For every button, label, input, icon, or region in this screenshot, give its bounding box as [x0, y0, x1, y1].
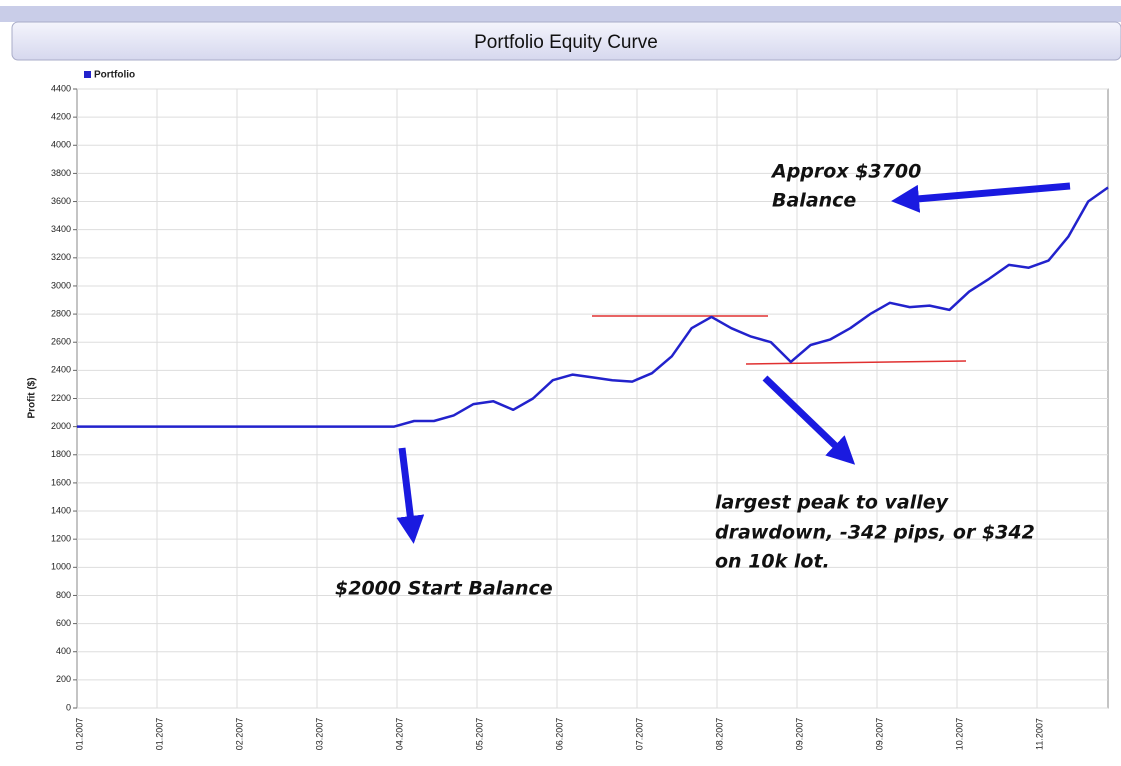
- y-tick-label: 1000: [51, 562, 71, 572]
- y-tick-label: 2600: [51, 337, 71, 347]
- y-tick-label: 0: [66, 702, 71, 712]
- annotation: $2000 Start Balance: [335, 578, 553, 600]
- x-tick-label: 11.2007: [1034, 718, 1044, 750]
- y-tick-label: 600: [56, 618, 71, 628]
- arrow: [762, 375, 856, 465]
- x-tick-label: 05.2007: [474, 718, 484, 751]
- annotation: Balance: [772, 190, 856, 212]
- y-tick-label: 3000: [51, 280, 71, 290]
- annotation: largest peak to valley: [715, 492, 950, 514]
- legend-label: Portfolio: [94, 70, 135, 81]
- legend-swatch: [84, 71, 91, 78]
- y-tick-label: 200: [56, 674, 71, 684]
- y-tick-label: 1200: [51, 534, 71, 544]
- y-tick-label: 4000: [51, 140, 71, 150]
- annotation: drawdown, -342 pips, or $342: [715, 522, 1035, 544]
- y-tick-label: 1400: [51, 505, 71, 515]
- x-tick-label: 01.2007: [74, 718, 84, 751]
- annotation: on 10k lot.: [715, 551, 830, 573]
- window-strip: [0, 6, 1121, 22]
- y-tick-label: 2000: [51, 421, 71, 431]
- y-tick-label: 3800: [51, 168, 71, 178]
- x-tick-label: 02.2007: [234, 718, 244, 751]
- y-tick-label: 2400: [51, 365, 71, 375]
- y-tick-label: 4400: [51, 83, 71, 93]
- x-tick-label: 08.2007: [714, 718, 724, 751]
- x-tick-label: 09.2007: [794, 718, 804, 751]
- y-tick-label: 3400: [51, 224, 71, 234]
- y-tick-label: 800: [56, 590, 71, 600]
- x-tick-label: 06.2007: [554, 718, 564, 751]
- y-axis-label: Profit ($): [27, 377, 38, 418]
- y-tick-label: 2200: [51, 393, 71, 403]
- chart-title: Portfolio Equity Curve: [474, 32, 658, 53]
- y-tick-label: 1600: [51, 477, 71, 487]
- y-tick-label: 3600: [51, 196, 71, 206]
- x-tick-label: 10.2007: [954, 718, 964, 751]
- y-tick-label: 4200: [51, 112, 71, 122]
- x-tick-label: 09.2007: [874, 718, 884, 751]
- arrow: [891, 182, 1071, 213]
- valley-line: [745, 360, 967, 365]
- equity-line: [77, 186, 1109, 428]
- title-bar: [11, 21, 1121, 61]
- x-tick-label: 04.2007: [394, 718, 404, 751]
- x-tick-label: 01.2007: [154, 718, 164, 751]
- y-tick-label: 2800: [51, 308, 71, 318]
- x-tick-label: 07.2007: [634, 718, 644, 751]
- x-tick-label: 03.2007: [314, 718, 324, 751]
- y-tick-label: 400: [56, 646, 71, 656]
- y-tick-label: 3200: [51, 252, 71, 262]
- annotation: Approx $3700: [770, 161, 921, 183]
- arrow: [396, 447, 425, 544]
- y-tick-label: 1800: [51, 449, 71, 459]
